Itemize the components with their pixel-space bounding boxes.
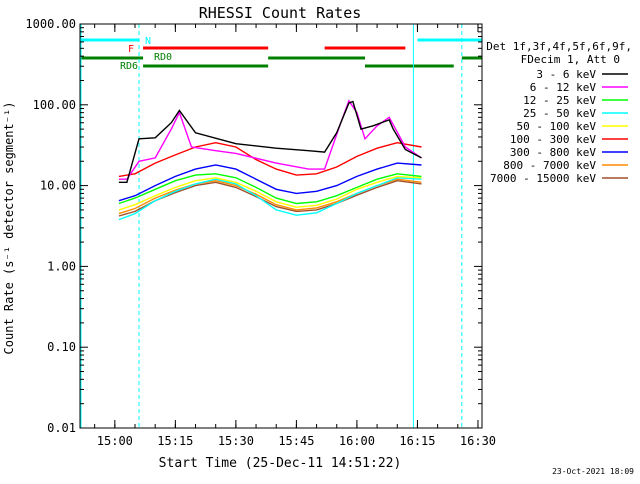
flag-label: RD0 xyxy=(154,52,172,63)
series-line xyxy=(118,177,422,221)
legend-label: 300 - 800 keV xyxy=(510,146,596,159)
legend-label: 25 - 50 keV xyxy=(523,107,596,120)
flag-label: RD6 xyxy=(120,61,138,72)
y-tick-label: 0.01 xyxy=(47,421,76,435)
x-tick-label: 16:00 xyxy=(339,434,375,448)
y-axis-label: Count Rate (s⁻¹ detector segment⁻¹) xyxy=(2,102,16,355)
legend-header-line-2: FDecim 1, Att 0 xyxy=(521,53,620,66)
x-tick-label: 15:15 xyxy=(157,434,193,448)
series-line xyxy=(118,173,422,205)
legend-label: 800 - 7000 keV xyxy=(503,159,596,172)
legend-label: 6 - 12 keV xyxy=(530,81,597,94)
series-line xyxy=(118,99,422,180)
x-tick-label: 15:00 xyxy=(97,434,133,448)
series-line xyxy=(118,100,422,184)
chart-title: RHESSI Count Rates xyxy=(199,4,362,22)
series-line xyxy=(118,175,422,211)
x-tick-label: 16:15 xyxy=(399,434,435,448)
legend-label: 50 - 100 keV xyxy=(517,120,597,133)
flag-label: F xyxy=(128,44,134,55)
legend-header-line-1: Det 1f,3f,4f,5f,6f,9f, xyxy=(486,40,632,53)
plot-frame xyxy=(79,23,483,429)
footer-timestamp: 23-Oct-2021 18:09 xyxy=(552,467,634,476)
y-tick-label: 10.00 xyxy=(40,179,76,193)
y-tick-label: 0.10 xyxy=(47,340,76,354)
y-tick-label: 1.00 xyxy=(47,259,76,273)
x-axis-label: Start Time (25-Dec-11 14:51:22) xyxy=(159,456,402,471)
x-tick-label: 15:30 xyxy=(218,434,254,448)
flag-label: N xyxy=(145,36,151,47)
x-tick-label: 16:30 xyxy=(460,434,496,448)
y-tick-label: 1000.00 xyxy=(25,17,76,31)
legend-label: 100 - 300 keV xyxy=(510,133,596,146)
series-line xyxy=(118,162,422,202)
series-line xyxy=(118,141,422,178)
y-tick-label: 100.00 xyxy=(33,98,76,112)
legend-label: 12 - 25 keV xyxy=(523,94,596,107)
legend-label: 7000 - 15000 keV xyxy=(490,172,596,185)
x-tick-label: 15:45 xyxy=(278,434,314,448)
legend-label: 3 - 6 keV xyxy=(536,68,596,81)
